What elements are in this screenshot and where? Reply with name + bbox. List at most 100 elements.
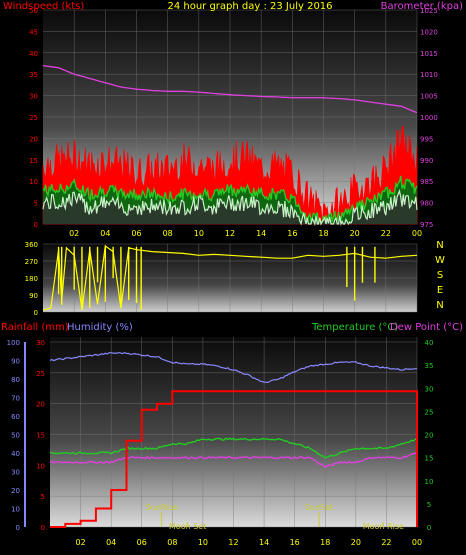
wind-x-tick-label: 04 [100,229,110,238]
windspeed-axis-label: Windspeed (kts) [3,1,84,12]
humidity-tick-label: 100 [7,339,20,347]
wind-x-tick-label: 08 [163,229,173,238]
wind-x-tick-label: 22 [381,229,391,238]
wind-x-tick-label: 14 [256,229,266,238]
direction-ticks: 360 270 180 90 0 [25,241,38,317]
humidity-tick-label: 40 [11,450,20,458]
direction-tick-label: 180 [25,275,38,283]
wind-tick-label: 35 [29,71,38,79]
humidity-tick-label: 30 [11,469,20,477]
compass-letter: N [436,240,443,251]
temp-x-tick-label: 16 [290,538,300,547]
temp-x-tick-label: 20 [351,538,361,547]
compass-letter: W [435,255,445,266]
direction-tick-label: 90 [29,292,38,300]
rainfall-tick-label: 30 [36,339,45,347]
rainfall-tick-label: 20 [36,401,45,409]
temp-x-tick-label: 06 [137,538,147,547]
temperature-line [49,437,418,459]
temp-x-ticks: 02 04 06 08 10 12 14 16 18 20 22 00 [75,538,422,547]
event-label: Moon Set [169,522,206,531]
wind-tick-label: 50 [29,7,38,15]
wind-tick-label: 25 [29,114,38,122]
direction-marks [42,244,418,311]
barometer-line [42,64,418,114]
rainfall-tick-label: 10 [36,462,45,470]
wind-tick-label: 20 [29,135,38,143]
barometer-tick-label: 990 [420,157,433,165]
temperature-ticks: 0 5 10 15 20 25 30 35 40 [425,339,434,532]
rain-humidity-temp-panel: SunRise Moon Set SunSet Moon Rise 0 10 20 30 40… [1,322,463,547]
barometer-tick-label: 980 [420,200,433,208]
compass-letter: E [437,285,443,296]
temperature-tick-label: 10 [425,478,434,486]
wind-tick-label: 30 [29,93,38,101]
barometer-tick-label: 985 [420,178,433,186]
temp-x-tick-label: 18 [320,538,330,547]
barometer-tick-label: 1025 [420,7,438,15]
temp-marks [49,351,418,528]
temperature-tick-label: 20 [425,432,434,440]
temp-x-tick-label: 08 [167,538,177,547]
barometer-tick-label: 975 [420,221,433,229]
event-label: SunRise [146,503,178,512]
rainfall-tick-label: 5 [41,493,45,501]
graph-title: 24 hour graph day : 23 July 2016 [167,1,332,12]
wind-marks [42,64,418,227]
wind-tick-label: 15 [29,157,38,165]
barometer-tick-label: 1015 [420,50,438,58]
temp-x-tick-label: 00 [412,538,422,547]
temperature-tick-label: 30 [425,385,434,393]
wind-tick-label: 10 [29,178,38,186]
rainfall-axis-label: Rainfall (mm) [1,322,69,333]
humidity-line [49,351,418,384]
compass-letter: N [436,300,443,311]
temperature-tick-label: 15 [425,455,434,463]
humidity-tick-label: 60 [11,413,20,421]
temp-x-tick-label: 10 [198,538,208,547]
temp-x-tick-label: 02 [75,538,85,547]
temp-x-tick-label: 22 [381,538,391,547]
temperature-tick-label: 40 [425,339,434,347]
wind-x-tick-label: 02 [69,229,79,238]
humidity-tick-label: 70 [11,395,20,403]
compass-letter: S [437,270,443,281]
barometer-tick-label: 995 [420,135,433,143]
dewpoint-axis-label: Dew Point (°C) [390,322,463,333]
humidity-tick-label: 90 [11,358,20,366]
direction-line [42,244,418,311]
wind-tick-label: 40 [29,50,38,58]
low-wind-line [42,188,418,227]
humidity-tick-label: 20 [11,487,20,495]
temperature-tick-label: 5 [427,501,431,509]
humidity-tick-label: 10 [11,506,20,514]
barometer-axis-label: Barometer (kpa) [381,1,463,12]
wind-x-tick-label: 18 [318,229,328,238]
direction-tick-label: 360 [25,241,38,249]
temperature-tick-label: 25 [425,408,434,416]
wind-x-tick-label: 16 [287,229,297,238]
wind-x-tick-label: 00 [412,229,422,238]
barometer-tick-label: 1010 [420,71,438,79]
rainfall-tick-label: 0 [41,524,45,532]
wind-x-ticks: 02 04 06 08 10 12 14 16 18 20 22 00 [69,229,422,238]
temperature-tick-label: 0 [427,524,431,532]
humidity-tick-label: 0 [16,524,20,532]
wind-x-tick-label: 06 [131,229,141,238]
dewpoint-line [49,452,418,469]
temperature-axis-label: Temperature (°C) [311,322,398,333]
wind-x-tick-label: 12 [225,229,235,238]
humidity-ticks: 0 10 20 30 40 50 60 70 80 90 100 [7,339,26,532]
wind-tick-label: 5 [34,200,38,208]
wind-x-tick-label: 20 [350,229,360,238]
temp-x-tick-label: 04 [106,538,116,547]
wind-left-ticks: 0 5 10 15 20 25 30 35 40 45 50 [29,7,38,229]
barometer-tick-label: 1020 [420,28,438,36]
humidity-tick-label: 80 [11,376,20,384]
rainfall-tick-label: 25 [36,370,45,378]
direction-tick-label: 270 [25,258,38,266]
